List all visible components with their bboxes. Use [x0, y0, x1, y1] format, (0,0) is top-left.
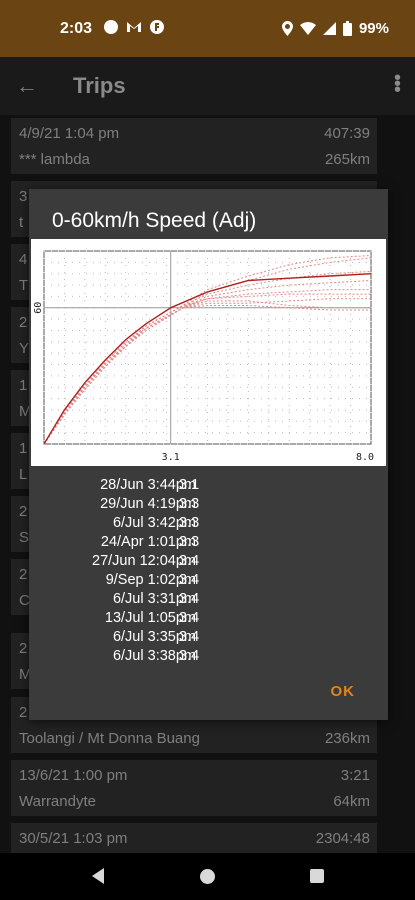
- result-time: 3.3: [179, 534, 200, 550]
- nav-home-icon[interactable]: [200, 869, 215, 884]
- list-item[interactable]: 4/9/21 1:04 pm 407:39 *** lambda 265km: [11, 118, 377, 174]
- result-time: 3.4: [179, 610, 200, 626]
- result-time: 3.4: [179, 629, 200, 645]
- trip-duration: 2304:48: [315, 830, 370, 847]
- circle-dot-icon: [104, 20, 118, 34]
- trip-name: S: [19, 529, 30, 546]
- trip-date: 4/9/21 1:04 pm: [19, 125, 120, 142]
- speed-dialog: 0-60km/h Speed (Adj) 3.1 8.0 60 28/Jun 3:4…: [29, 189, 388, 720]
- signal-icon: [322, 22, 336, 35]
- page-title: Trips: [73, 73, 126, 98]
- series-line: [43, 300, 371, 445]
- y-tick-label: 60: [33, 302, 44, 314]
- result-date: 27/Jun 12:04pm: [92, 553, 196, 569]
- trip-name: *** lambda: [19, 151, 90, 168]
- nav-back-icon[interactable]: [92, 868, 104, 884]
- trip-date: 30/5/21 1:03 pm: [19, 830, 128, 847]
- trip-name: t: [19, 214, 24, 231]
- trip-name: Toolangi / Mt Donna Buang: [19, 730, 200, 747]
- result-date: 13/Jul 1:05pm: [104, 610, 196, 626]
- series-line: [43, 273, 372, 445]
- series-line: [43, 257, 372, 445]
- back-arrow-icon[interactable]: ←: [16, 73, 38, 98]
- status-bar: 2:03 99%: [0, 0, 415, 57]
- trip-name: M: [19, 666, 32, 683]
- speed-chart-svg: 3.1 8.0 60: [33, 250, 374, 463]
- speed-chart: 3.1 8.0 60: [31, 239, 386, 466]
- trip-duration: 3:21: [340, 767, 370, 784]
- location-icon: [281, 21, 293, 36]
- result-row: 24/Apr 1:01pm 3.3: [29, 534, 388, 553]
- result-time: 3.4: [179, 591, 200, 607]
- app-circle-icon: [150, 20, 164, 34]
- trip-name: Y: [19, 340, 30, 357]
- result-row: 28/Jun 3:44pm 3.1: [29, 477, 388, 496]
- trip-name: C: [19, 592, 30, 609]
- battery-percent: 99%: [358, 20, 389, 37]
- trip-date: 1: [19, 377, 28, 394]
- system-icons: 99%: [281, 20, 389, 37]
- result-time: 3.4: [179, 553, 200, 569]
- trip-distance: 265km: [324, 151, 370, 168]
- battery-icon: [342, 21, 352, 36]
- result-row: 13/Jul 1:05pm 3.4: [29, 610, 388, 629]
- trip-date: 2: [19, 503, 28, 520]
- x-tick-label: 3.1: [162, 452, 180, 463]
- trip-date: 2: [19, 314, 28, 331]
- trip-name: M: [19, 403, 32, 420]
- gmail-icon: [127, 22, 141, 32]
- result-row: 6/Jul 3:31pm 3.4: [29, 591, 388, 610]
- trip-date: 13/6/21 1:00 pm: [19, 767, 128, 784]
- trip-date: 1: [19, 440, 28, 457]
- x-tick-label: 8.0: [356, 452, 374, 463]
- result-time: 3.4: [179, 572, 200, 588]
- nav-recents-icon[interactable]: [310, 869, 324, 883]
- result-date: 9/Sep 1:02pm: [105, 572, 196, 588]
- result-date: 6/Jul 3:31pm: [112, 591, 196, 607]
- trip-name: T: [19, 277, 29, 294]
- result-date: 24/Apr 1:01pm: [100, 534, 196, 550]
- trip-date: 2: [19, 640, 28, 657]
- trip-name: L: [19, 466, 28, 483]
- result-date: 6/Jul 3:35pm: [112, 629, 196, 645]
- list-item[interactable]: 13/6/21 1:00 pm 3:21 Warrandyte 64km: [11, 760, 377, 816]
- trip-date: 4: [19, 251, 28, 268]
- trip-duration: 407:39: [324, 125, 370, 142]
- trip-date: 2: [19, 704, 28, 721]
- result-time: 3.3: [179, 515, 200, 531]
- notification-icons: [104, 20, 164, 34]
- wifi-icon: [299, 22, 316, 35]
- result-time: 3.1: [179, 477, 200, 493]
- result-row: 29/Jun 4:19pm 3.3: [29, 496, 388, 515]
- series-line: [43, 289, 371, 445]
- result-row: 6/Jul 3:38pm 3.4: [29, 648, 388, 667]
- app-bar: ← Trips • • •: [0, 57, 415, 115]
- result-date: 6/Jul 3:38pm: [112, 648, 196, 664]
- results-list: 28/Jun 3:44pm 3.1 29/Jun 4:19pm 3.3 6/Jul 3:…: [29, 477, 388, 667]
- trip-date: 3: [19, 188, 28, 205]
- trip-distance: 236km: [324, 730, 370, 747]
- dialog-title: 0-60km/h Speed (Adj): [52, 209, 257, 232]
- trip-name: Warrandyte: [19, 793, 96, 810]
- ok-button[interactable]: OK: [330, 683, 355, 700]
- trip-distance: 64km: [333, 793, 370, 810]
- result-time: 3.3: [179, 496, 200, 512]
- result-time: 3.4: [179, 648, 200, 664]
- result-date: 28/Jun 3:44pm: [100, 477, 196, 493]
- list-item[interactable]: 30/5/21 1:03 pm 2304:48: [11, 823, 377, 853]
- series-line: [43, 298, 371, 445]
- series-line: [43, 255, 372, 445]
- result-row: 6/Jul 3:35pm 3.4: [29, 629, 388, 648]
- result-date: 6/Jul 3:42pm: [112, 515, 196, 531]
- trip-date: 2: [19, 566, 28, 583]
- navigation-bar: [0, 853, 415, 900]
- overflow-menu-icon[interactable]: • • •: [393, 67, 401, 101]
- result-date: 29/Jun 4:19pm: [100, 496, 196, 512]
- result-row: 27/Jun 12:04pm 3.4: [29, 553, 388, 572]
- series-line: [43, 305, 371, 445]
- result-row: 6/Jul 3:42pm 3.3: [29, 515, 388, 534]
- result-row: 9/Sep 1:02pm 3.4: [29, 572, 388, 591]
- status-time: 2:03: [60, 20, 93, 37]
- series-line: [43, 270, 372, 445]
